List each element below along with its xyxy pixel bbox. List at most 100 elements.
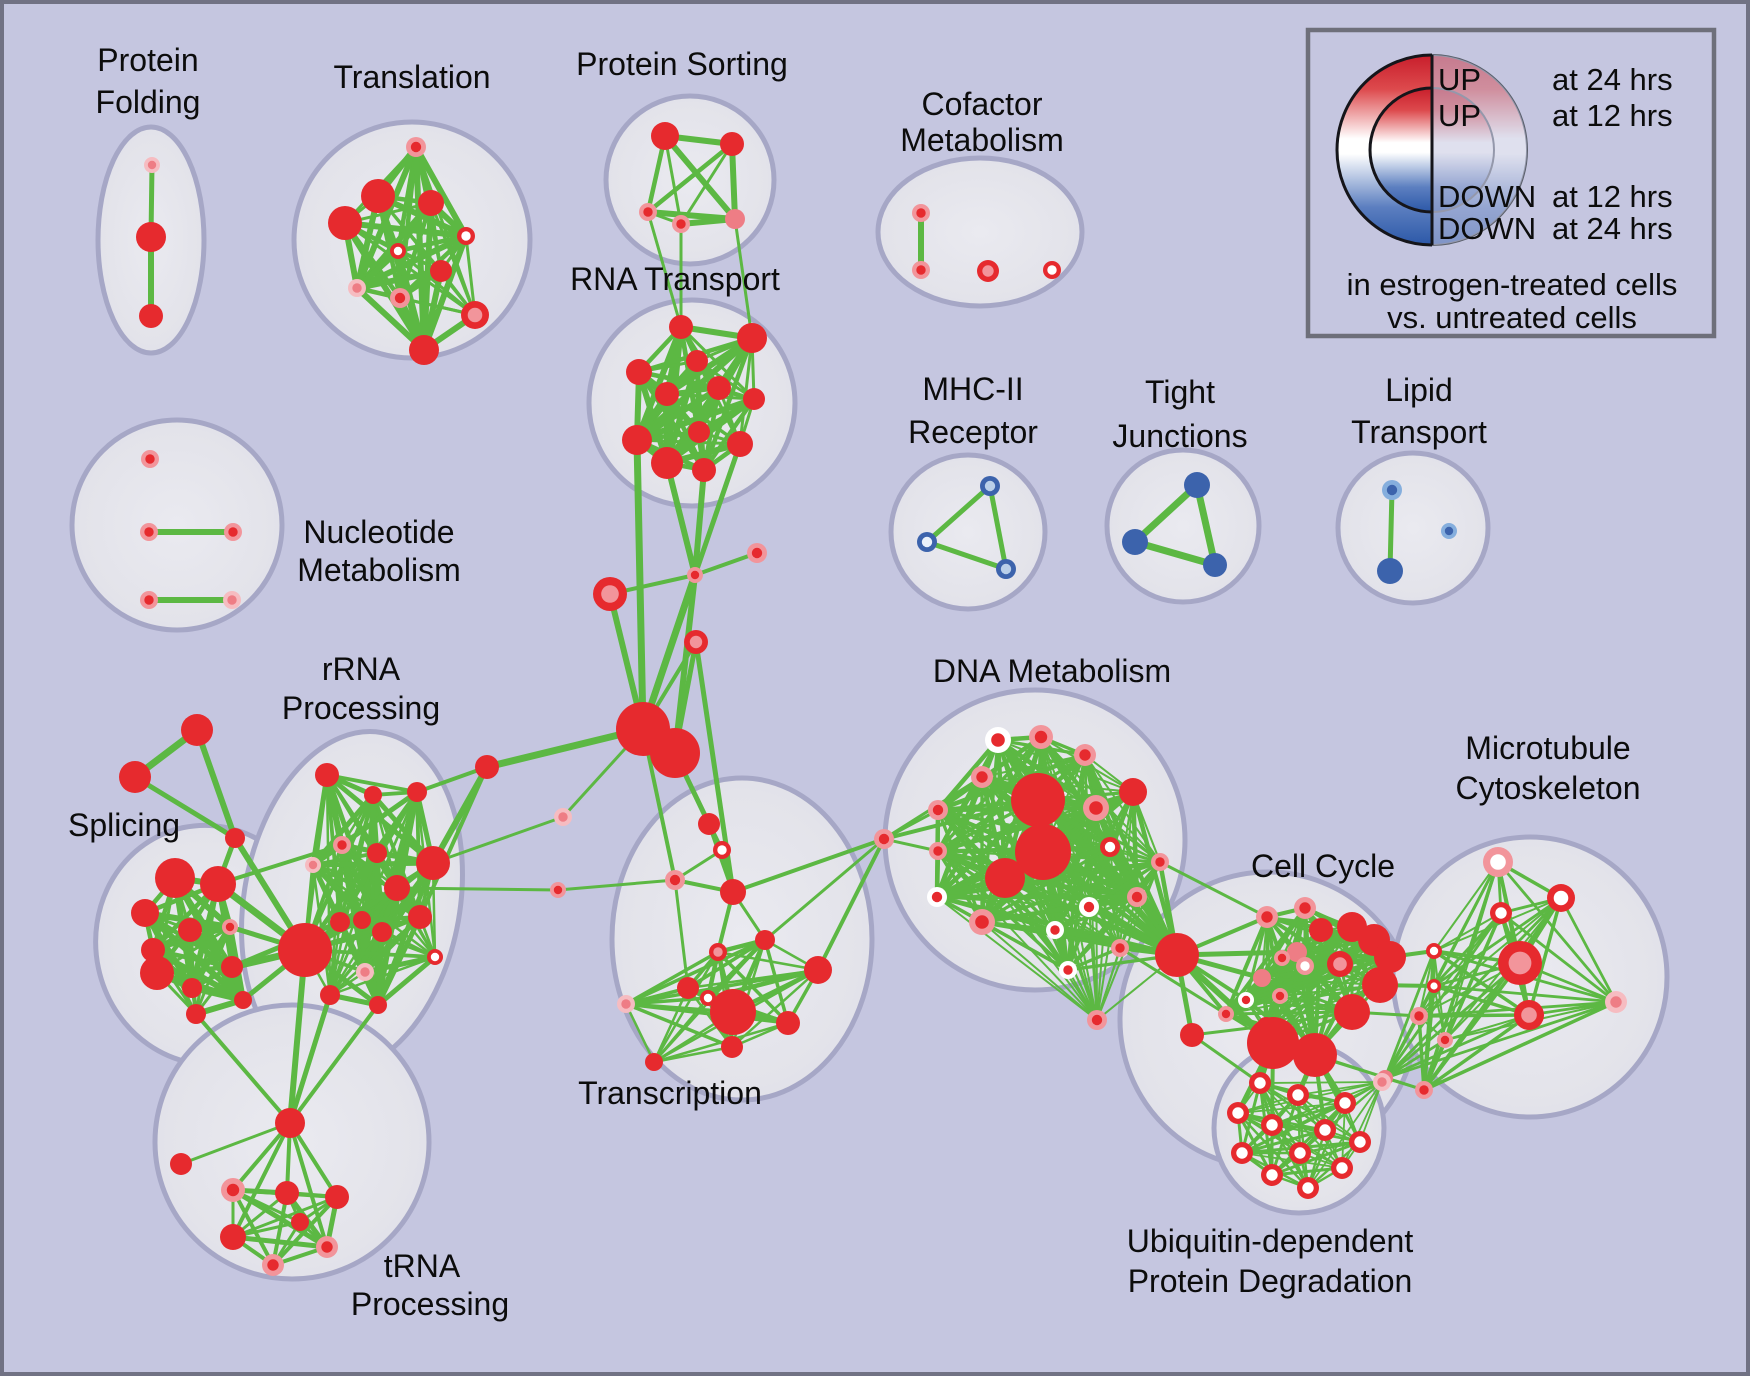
- gene-node-tr-10: [409, 335, 439, 365]
- gene-node-dna-18: [1111, 939, 1129, 957]
- edge: [624, 996, 710, 1006]
- gene-node-tr-0: [406, 137, 426, 157]
- cluster-label-lipid-transport-1: Lipid: [1385, 372, 1453, 408]
- gene-node-dna-21: [1087, 1010, 1107, 1030]
- edge: [633, 436, 647, 733]
- gene-node-txa-2: [665, 870, 685, 890]
- edge: [980, 920, 1070, 972]
- gene-node-tr-8: [390, 288, 410, 308]
- gene-node-rr-6: [384, 875, 410, 901]
- gene-node-ps-3: [672, 215, 690, 233]
- cluster-label-nucleotide-2: Metabolism: [297, 552, 461, 588]
- edge: [1422, 860, 1500, 1092]
- edge: [980, 860, 1162, 924]
- gene-node-mhc-0: [980, 476, 1000, 496]
- gene-node-conn-1: [747, 543, 767, 563]
- gene-node-rr-1: [364, 786, 382, 804]
- gene-node-rt-6: [743, 388, 765, 410]
- edge: [1422, 1013, 1531, 1092]
- gene-node-hex-4: [316, 1236, 338, 1258]
- gene-node-nm-2: [224, 523, 242, 541]
- gene-node-dna-0: [985, 727, 1011, 753]
- gene-node-lt-2: [1441, 523, 1457, 539]
- edge: [1224, 915, 1269, 1016]
- edge: [1496, 860, 1618, 1004]
- gene-node-rt-5: [707, 376, 731, 400]
- edge: [1433, 985, 1446, 1041]
- gene-node-dna-12: [1151, 853, 1169, 871]
- gene-node-dna-16: [1127, 887, 1147, 907]
- legend: UP at 24 hrs UP at 12 hrs DOWN at 12 hrs DOWN a…: [1305, 27, 1717, 339]
- edge: [987, 483, 1009, 572]
- edge: [342, 220, 469, 239]
- cluster-label-dna-metabolism: DNA Metabolism: [933, 653, 1171, 689]
- edge: [1237, 1081, 1383, 1114]
- cluster-label-mhc-ii-2: Receptor: [908, 414, 1038, 450]
- cluster-label-cell-cycle: Cell Cycle: [1251, 848, 1395, 884]
- gene-node-rt-3: [686, 350, 708, 372]
- edge: [1244, 915, 1269, 1002]
- gene-node-hex-5: [262, 1254, 284, 1276]
- cluster-transcription: [609, 775, 875, 1103]
- edge: [624, 950, 720, 1006]
- edge: [556, 878, 677, 892]
- edge: [652, 996, 710, 1064]
- gene-node-mt-7: [1514, 1000, 1544, 1030]
- gene-node-mhc-1: [917, 532, 937, 552]
- gene-node-ub-1: [1287, 1084, 1309, 1106]
- gene-node-txb-1: [709, 943, 727, 961]
- gene-node-conn-4: [475, 755, 499, 779]
- edge: [692, 467, 707, 578]
- cluster-label-protein-folding-2: Folding: [96, 84, 201, 120]
- edge: [1433, 912, 1502, 952]
- edge: [230, 1234, 330, 1250]
- gene-node-mt-5: [1427, 979, 1441, 993]
- edge: [981, 754, 1086, 778]
- cluster-label-microtubule-1: Microtubule: [1465, 730, 1630, 766]
- gene-node-txa-1: [713, 841, 731, 859]
- edge: [1237, 1102, 1346, 1114]
- edge: [1225, 984, 1381, 1015]
- gene-node-cc-0: [1256, 906, 1278, 928]
- gene-node-cc-1: [1294, 897, 1316, 919]
- edge: [673, 878, 690, 990]
- gene-node-ub-9: [1331, 1157, 1353, 1179]
- edge: [1422, 984, 1436, 1092]
- edge: [935, 752, 1088, 813]
- gene-node-cc-11: [1238, 992, 1254, 1008]
- edge: [1433, 950, 1446, 1041]
- gene-node-rr-3: [333, 836, 351, 854]
- gene-node-rt-8: [688, 421, 710, 443]
- edge: [693, 551, 759, 577]
- gene-node-tr-7: [348, 279, 366, 297]
- edge: [738, 336, 754, 446]
- gene-node-dna-15: [1079, 897, 1099, 917]
- gene-node-mt-4: [1498, 941, 1542, 985]
- edge: [1307, 1081, 1383, 1189]
- edge: [1088, 906, 1098, 1021]
- gene-node-ub-4: [1261, 1114, 1283, 1136]
- cluster-label-mhc-ii-1: MHC-II: [922, 371, 1023, 407]
- gene-node-sp-2: [131, 899, 159, 927]
- cluster-label-rrna-1: rRNA: [322, 651, 401, 687]
- gene-node-tj-2: [1203, 553, 1227, 577]
- gene-node-dna-2: [1074, 744, 1096, 766]
- edge: [328, 955, 437, 997]
- cluster-label-transcription: Transcription: [578, 1075, 762, 1111]
- edge: [395, 886, 560, 892]
- gene-node-tr-1: [361, 179, 395, 213]
- cluster-label-cofactor-metabolism-1: Cofactor: [922, 86, 1043, 122]
- cluster-label-microtubule-2: Cytoskeleton: [1456, 770, 1641, 806]
- edge: [731, 837, 886, 894]
- edge: [646, 210, 683, 329]
- edge: [701, 335, 755, 473]
- gene-node-rr-7: [416, 846, 450, 880]
- edge: [663, 134, 683, 226]
- cluster-label-protein-sorting: Protein Sorting: [576, 46, 788, 82]
- edge: [1096, 947, 1121, 1021]
- edge: [1422, 961, 1522, 1092]
- edge: [271, 1195, 339, 1267]
- edge: [924, 539, 1009, 572]
- edge: [216, 843, 344, 886]
- gene-node-cc-2: [1309, 918, 1333, 942]
